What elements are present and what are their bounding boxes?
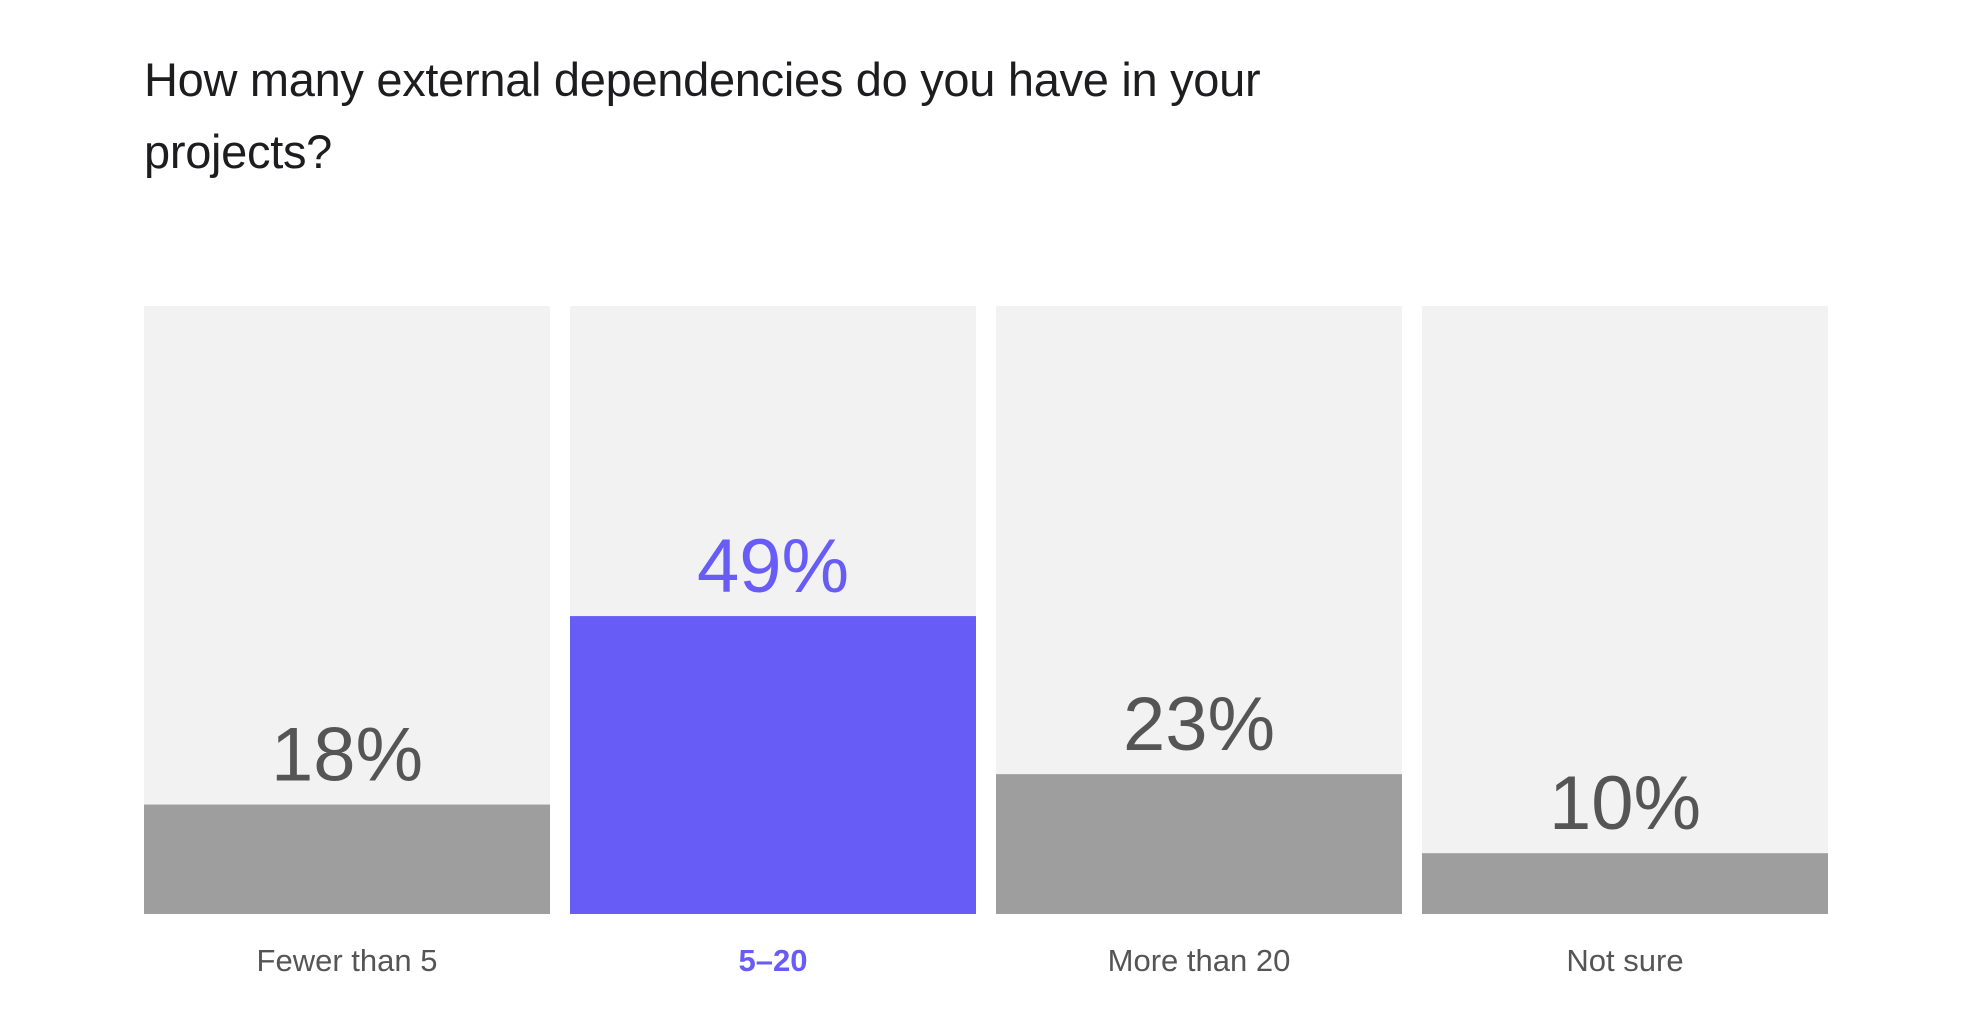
chart-title: How many external dependencies do you ha… (144, 53, 1261, 178)
value-label-fewer-than-5: 18% (271, 713, 423, 798)
category-label-more-than-20: More than 20 (1108, 943, 1291, 978)
bar-fewer-than-5 (144, 804, 550, 914)
value-label-5-20: 49% (697, 524, 849, 609)
bar-more-than-20 (996, 774, 1402, 914)
value-labels: 18% 49% 23% 10% (271, 524, 1701, 846)
bar-not-sure (1422, 853, 1828, 914)
category-label-not-sure: Not sure (1566, 943, 1683, 978)
bars (144, 616, 1828, 914)
category-label-5-20: 5–20 (739, 943, 808, 978)
value-label-more-than-20: 23% (1123, 682, 1275, 767)
category-labels: Fewer than 5 5–20 More than 20 Not sure (257, 943, 1684, 978)
category-label-fewer-than-5: Fewer than 5 (257, 943, 438, 978)
bar-5-20 (570, 616, 976, 914)
bar-track-not-sure (1422, 306, 1828, 914)
value-label-not-sure: 10% (1549, 761, 1701, 846)
